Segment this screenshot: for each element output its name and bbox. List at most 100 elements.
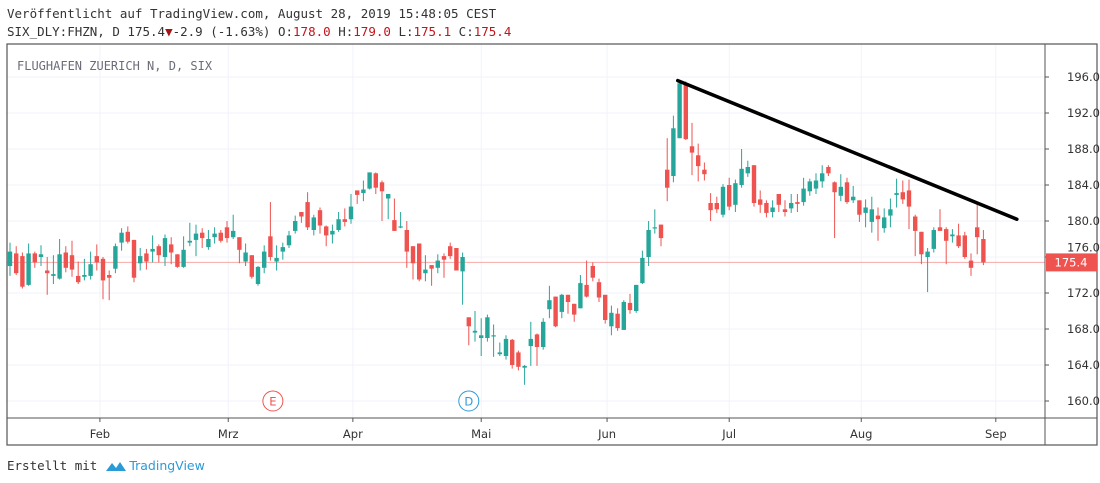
candle-body-down (764, 203, 769, 213)
candle-body-down (844, 182, 850, 203)
candle-body-down (981, 239, 986, 263)
candle (311, 214, 316, 236)
candle-body-up (863, 207, 868, 213)
dividend-event-marker[interactable]: D (458, 390, 480, 412)
candle (621, 300, 626, 330)
candle-body-down (14, 253, 19, 274)
x-tick-label: Feb (90, 427, 110, 441)
candle (547, 285, 552, 319)
candle-body-up (801, 188, 806, 203)
candle-body-down (441, 256, 447, 260)
tradingview-link[interactable]: TradingView (105, 458, 205, 473)
y-tick-label: 192.0 (1067, 106, 1100, 120)
candlestick-chart[interactable]: FLUGHAFEN ZUERICH N, D, SIX E D 196.0 192.… (0, 0, 1100, 455)
candle-body-up (330, 230, 335, 235)
candle-body-down (826, 167, 831, 174)
candle (51, 255, 56, 284)
candle (844, 177, 850, 204)
candle-body-down (94, 256, 99, 263)
candle-body-down (627, 302, 633, 311)
candle (603, 294, 608, 324)
candle (962, 231, 967, 259)
candle-body-down (658, 224, 664, 239)
candle-body-up (578, 283, 583, 309)
candle-body-down (100, 258, 106, 281)
x-tick-label: Aug (850, 427, 872, 441)
candle-body-up (348, 206, 354, 220)
candle (88, 251, 93, 280)
candle-body-down (379, 182, 385, 192)
dividend-event-label: D (464, 395, 473, 409)
y-tick-label: 180.0 (1067, 214, 1100, 228)
candle (919, 231, 924, 265)
candle-body-down (857, 200, 862, 215)
candle-body-up (541, 321, 546, 347)
candle (243, 243, 248, 266)
candle-body-down (175, 254, 180, 267)
candle (516, 350, 521, 371)
candle-body-down (696, 155, 701, 167)
earnings-event-marker[interactable]: E (262, 390, 284, 412)
close-label: C: (458, 24, 474, 39)
candle-body-up (621, 302, 626, 330)
candle (733, 179, 738, 212)
candle-body-down (237, 237, 242, 250)
candle (869, 196, 874, 233)
candle (38, 245, 44, 266)
x-tick-label: Mai (471, 427, 491, 441)
candle (305, 192, 310, 230)
candle-body-down (956, 235, 961, 247)
candle (410, 246, 416, 280)
footer: Erstellt mit TradingView (7, 458, 205, 473)
candle (460, 252, 465, 305)
candle (925, 248, 930, 293)
candle (187, 222, 192, 247)
candle-body-up (652, 227, 657, 229)
candle (652, 209, 657, 234)
candle-body-up (435, 260, 440, 268)
candle-body-down (975, 227, 980, 238)
candle (689, 122, 695, 176)
candle (838, 174, 843, 202)
candle-body-down (32, 253, 37, 263)
candle (299, 212, 304, 223)
candle (590, 262, 595, 282)
y-tick-label: 184.0 (1067, 178, 1100, 192)
candle-body-down (249, 255, 254, 277)
candle (882, 208, 887, 233)
candle (727, 177, 732, 211)
trendline[interactable] (675, 78, 1019, 221)
candle-body-down (919, 231, 924, 255)
tradingview-brand: TradingView (129, 458, 205, 473)
candle-body-up (398, 226, 403, 228)
candle (218, 230, 223, 243)
candle (317, 207, 323, 234)
last-price-badge (1046, 253, 1097, 272)
candle (572, 303, 577, 322)
candle (522, 365, 527, 385)
candle (578, 275, 583, 309)
candle-body-up (522, 365, 527, 368)
candle (212, 227, 217, 244)
candle (813, 173, 819, 194)
candle (596, 278, 602, 302)
candle (169, 237, 174, 265)
candle (113, 243, 118, 274)
candle (510, 338, 515, 369)
candle-body-down (510, 339, 515, 365)
candle-body-down (875, 215, 881, 220)
candle-body-up (820, 173, 825, 182)
low-value: 175.1 (413, 24, 452, 39)
symbol-line: SIX_DLY:FHZN, D 175.4▼-2.9 (-1.63%) O:17… (7, 24, 511, 39)
candle-body-up (739, 168, 744, 185)
candle-body-up (51, 274, 56, 276)
candle (671, 115, 676, 183)
candle (801, 177, 806, 206)
candle-body-up (231, 230, 236, 238)
candle-body-up (460, 257, 465, 272)
candle-body-up (57, 254, 62, 279)
candle (745, 160, 750, 177)
earnings-event-label: E (269, 395, 276, 409)
y-tick-label: 172.0 (1067, 286, 1100, 300)
candle (950, 229, 955, 243)
